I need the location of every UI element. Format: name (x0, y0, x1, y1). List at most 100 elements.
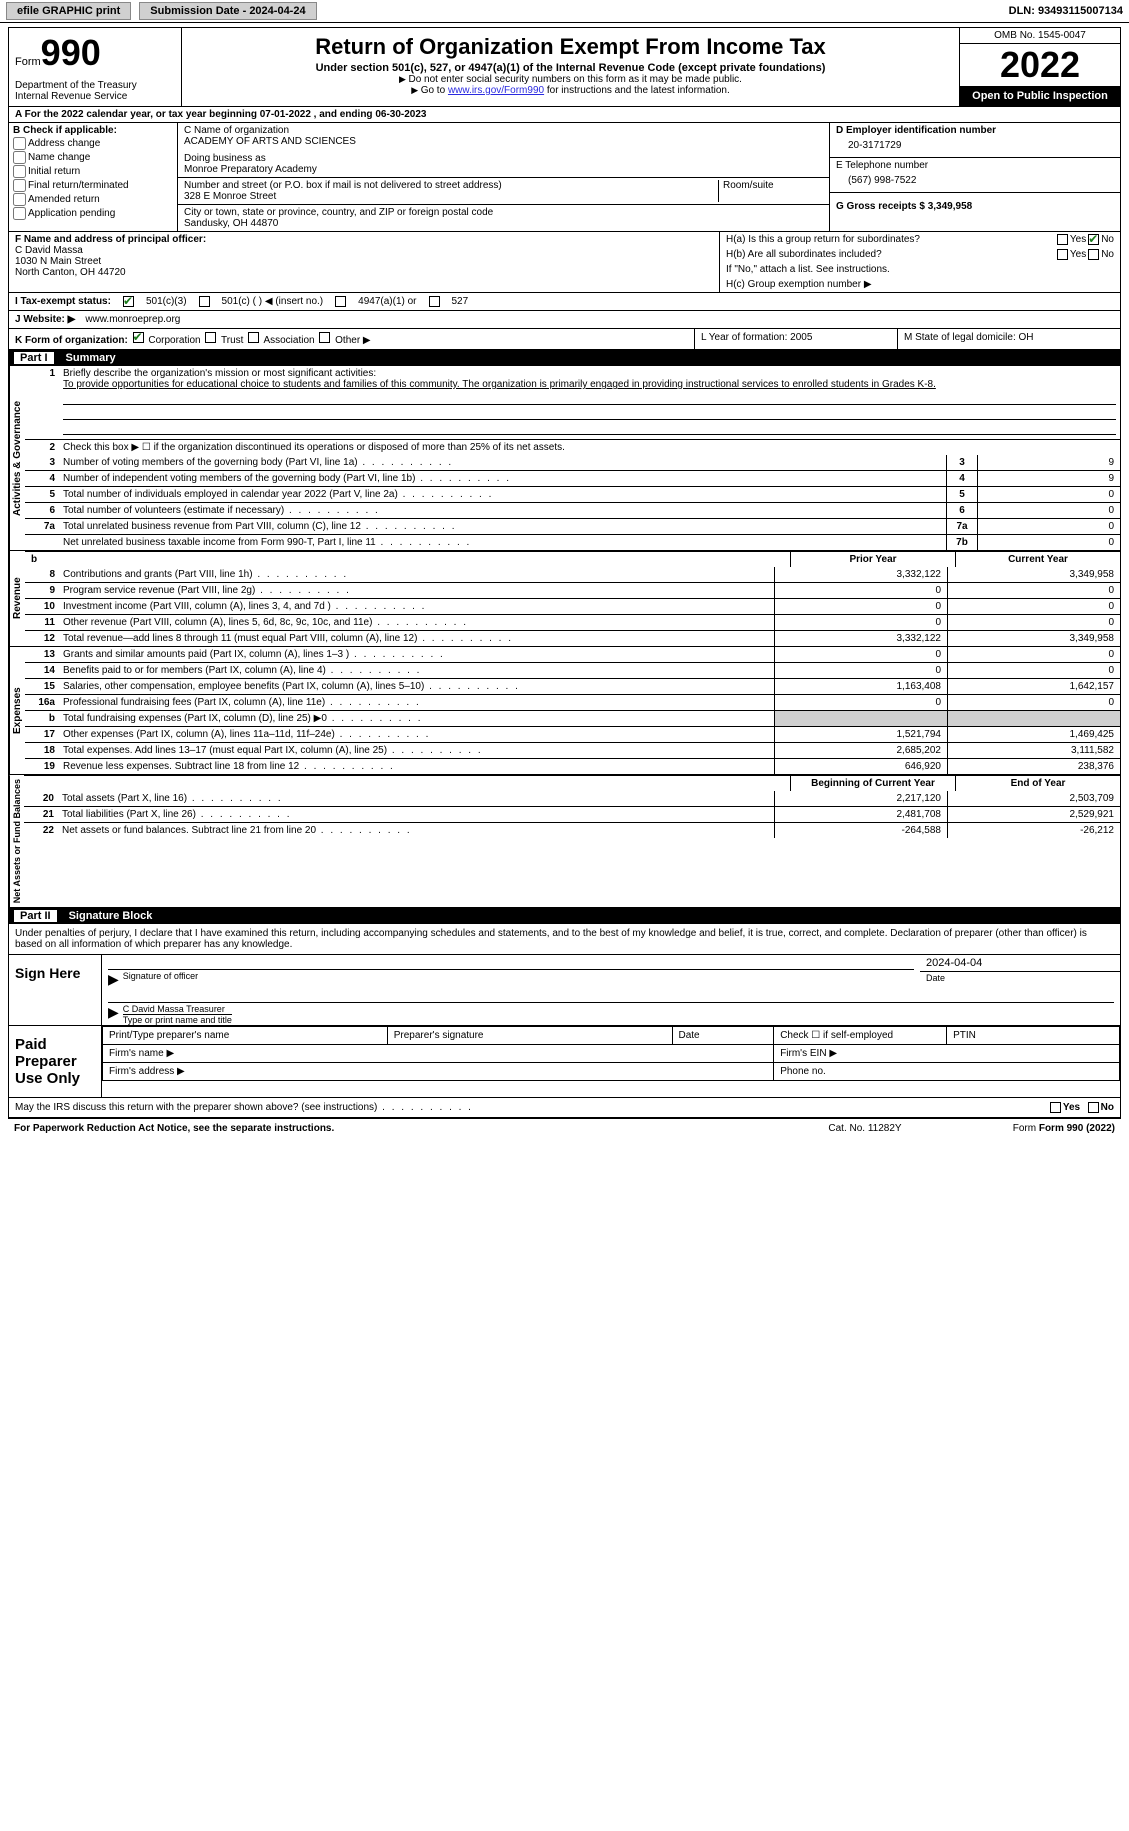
name-change-checkbox[interactable] (13, 151, 26, 164)
ein-label: D Employer identification number (836, 125, 996, 136)
sig-name-label: Type or print name and title (123, 1015, 232, 1025)
officer-label: F Name and address of principal officer: (15, 234, 206, 245)
hb-no-label: No (1101, 249, 1114, 260)
amended-return-label: Amended return (28, 194, 100, 205)
may-no-checkbox[interactable] (1088, 1102, 1099, 1113)
form-org-label: K Form of organization: (15, 335, 128, 346)
name-change-label: Name change (28, 152, 90, 163)
summary-line: 20 Total assets (Part X, line 16) 2,217,… (24, 791, 1120, 806)
dept-treasury: Department of the Treasury Internal Reve… (15, 80, 175, 102)
prep-sig-header: Preparer's signature (387, 1027, 672, 1045)
sig-date-value: 2024-04-04 (920, 955, 1120, 971)
vlabel-governance: Activities & Governance (9, 366, 25, 550)
col-beginning: Beginning of Current Year (790, 776, 955, 791)
corp-label: Corporation (148, 335, 200, 346)
form-header: Form990 Department of the Treasury Inter… (8, 27, 1121, 107)
mission-label: Briefly describe the organization's miss… (63, 368, 376, 379)
may-yes-label: Yes (1063, 1102, 1080, 1113)
form-990-number: 990 (41, 32, 101, 73)
vlabel-revenue: Revenue (9, 551, 25, 646)
tax-year: 2022 (960, 44, 1120, 86)
final-return-checkbox[interactable] (13, 179, 26, 192)
summary-line: 19 Revenue less expenses. Subtract line … (25, 758, 1120, 774)
hb-note: If "No," attach a list. See instructions… (726, 264, 890, 275)
website-value: www.monroeprep.org (85, 314, 180, 325)
summary-line: 18 Total expenses. Add lines 13–17 (must… (25, 742, 1120, 758)
prep-name-header: Print/Type preparer's name (103, 1027, 388, 1045)
summary-line: b Total fundraising expenses (Part IX, c… (25, 710, 1120, 726)
part2-num: Part II (14, 910, 57, 922)
street-label: Number and street (or P.O. box if mail i… (184, 180, 718, 191)
hb-yes-checkbox[interactable] (1057, 249, 1068, 260)
part2-header: Part II Signature Block (8, 908, 1121, 924)
summary-line: 15 Salaries, other compensation, employe… (25, 678, 1120, 694)
part1-header: Part I Summary (8, 350, 1121, 366)
form-number: Form990 (15, 32, 175, 74)
irs-link[interactable]: www.irs.gov/Form990 (448, 85, 544, 96)
dba-label: Doing business as (184, 153, 823, 164)
hb-no-checkbox[interactable] (1088, 249, 1099, 260)
address-change-label: Address change (28, 138, 100, 149)
tel-value: (567) 998-7522 (836, 171, 1114, 190)
state-domicile: M State of legal domicile: OH (897, 329, 1120, 349)
ha-yes-checkbox[interactable] (1057, 234, 1068, 245)
tax-exempt-label: I Tax-exempt status: (15, 296, 111, 307)
assoc-checkbox[interactable] (248, 332, 259, 343)
summary-line: 10 Investment income (Part VIII, column … (25, 598, 1120, 614)
sig-arrow2-icon: ▶ (108, 1004, 119, 1025)
527-checkbox[interactable] (429, 296, 440, 307)
room-suite-label: Room/suite (718, 180, 823, 202)
summary-line: 16a Professional fundraising fees (Part … (25, 694, 1120, 710)
other-checkbox[interactable] (319, 332, 330, 343)
application-pending-label: Application pending (28, 208, 115, 219)
sig-officer-label: Signature of officer (123, 971, 198, 988)
final-return-label: Final return/terminated (28, 180, 129, 191)
prep-date-header: Date (672, 1027, 774, 1045)
efile-print-button[interactable]: efile GRAPHIC print (6, 2, 131, 20)
501c-checkbox[interactable] (199, 296, 210, 307)
amended-return-checkbox[interactable] (13, 193, 26, 206)
prep-ptin-header: PTIN (947, 1027, 1120, 1045)
firm-phone-label: Phone no. (774, 1063, 1120, 1081)
line2-text: Check this box ▶ ☐ if the organization d… (59, 440, 1120, 455)
part2-title: Signature Block (69, 910, 153, 922)
submission-date-button[interactable]: Submission Date - 2024-04-24 (139, 2, 316, 20)
501c3-checkbox[interactable] (123, 296, 134, 307)
4947-checkbox[interactable] (335, 296, 346, 307)
section-b-checkboxes: B Check if applicable: Address change Na… (9, 123, 178, 231)
summary-line: 7a Total unrelated business revenue from… (25, 518, 1120, 534)
hb-yes-label: Yes (1070, 249, 1086, 260)
address-change-checkbox[interactable] (13, 137, 26, 150)
sig-date-label: Date (920, 971, 1120, 984)
form-note-goto: Go to www.irs.gov/Form990 for instructio… (190, 85, 951, 96)
mission-text: To provide opportunities for educational… (63, 379, 936, 390)
form-subtitle: Under section 501(c), 527, or 4947(a)(1)… (190, 62, 951, 74)
vlabel-expenses: Expenses (9, 647, 25, 774)
other-label: Other ▶ (335, 335, 370, 346)
may-discuss-label: May the IRS discuss this return with the… (15, 1102, 1048, 1113)
summary-line: 9 Program service revenue (Part VIII, li… (25, 582, 1120, 598)
application-pending-checkbox[interactable] (13, 207, 26, 220)
col-current-year: Current Year (955, 552, 1120, 567)
topbar: efile GRAPHIC print Submission Date - 20… (0, 0, 1129, 23)
ha-no-checkbox[interactable] (1088, 234, 1099, 245)
summary-line: 11 Other revenue (Part VIII, column (A),… (25, 614, 1120, 630)
firm-addr-label: Firm's address ▶ (103, 1063, 774, 1081)
tel-label: E Telephone number (836, 160, 1114, 171)
firm-ein-label: Firm's EIN ▶ (774, 1045, 1120, 1063)
officer-name: C David Massa (15, 245, 713, 256)
corp-checkbox[interactable] (133, 332, 144, 343)
city-value: Sandusky, OH 44870 (184, 218, 823, 229)
initial-return-checkbox[interactable] (13, 165, 26, 178)
form-note-ssn: Do not enter social security numbers on … (190, 74, 951, 85)
street-value: 328 E Monroe Street (184, 191, 718, 202)
footer-paperwork: For Paperwork Reduction Act Notice, see … (14, 1123, 765, 1134)
footer-formno: Form Form 990 (2022) (965, 1123, 1115, 1134)
trust-checkbox[interactable] (205, 332, 216, 343)
website-label: J Website: ▶ (15, 314, 75, 325)
col-prior-year: Prior Year (790, 552, 955, 567)
may-yes-checkbox[interactable] (1050, 1102, 1061, 1113)
officer-addr1: 1030 N Main Street (15, 256, 713, 267)
summary-line: 13 Grants and similar amounts paid (Part… (25, 647, 1120, 662)
hb-label: H(b) Are all subordinates included? (726, 249, 1055, 260)
